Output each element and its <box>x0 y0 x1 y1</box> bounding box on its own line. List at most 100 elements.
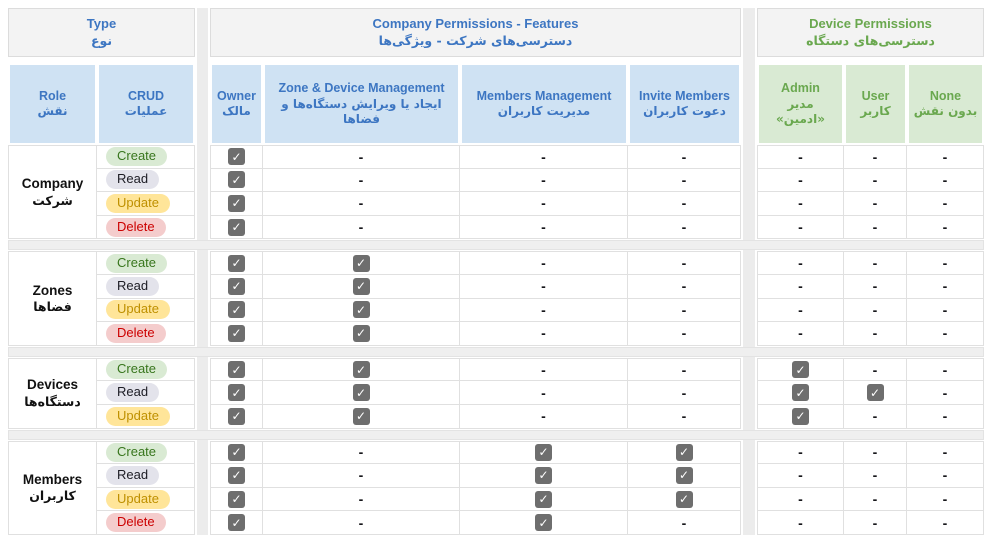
permission-cell-devices-update-none: - <box>907 404 984 429</box>
permission-cell-company-create-user: - <box>844 145 907 169</box>
checkbox-checked-icon[interactable]: ✓ <box>228 514 245 532</box>
checkbox-checked-icon[interactable]: ✓ <box>535 490 552 508</box>
checkbox-checked-icon[interactable]: ✓ <box>792 361 809 379</box>
checkbox-checked-icon[interactable]: ✓ <box>535 443 552 461</box>
col-header-members-fa: مدیریت کاربران <box>497 104 591 119</box>
crud-cell-create: Create <box>97 440 195 465</box>
checkbox-checked-icon[interactable]: ✓ <box>228 301 245 319</box>
dash-empty: - <box>798 325 803 342</box>
row-group-label-en: Zones <box>32 282 73 298</box>
checkbox-checked-icon[interactable]: ✓ <box>228 361 245 379</box>
permission-cell-company-delete-owner: ✓ <box>210 215 263 240</box>
dash-empty: - <box>681 219 687 236</box>
permission-cell-zones-read-admin: - <box>757 274 844 299</box>
checkbox-checked-icon[interactable]: ✓ <box>228 324 245 342</box>
checkbox-checked-icon[interactable]: ✓ <box>228 490 245 508</box>
permission-cell-company-read-members_management: - <box>460 168 628 193</box>
dash-empty: - <box>681 301 687 318</box>
checkbox-checked-icon[interactable]: ✓ <box>228 277 245 295</box>
dash-empty: - <box>942 444 948 461</box>
permission-cell-members-read-user: - <box>844 464 907 488</box>
col-header-user: User کاربر <box>844 63 907 145</box>
section-devices: Devices دستگاه‌ها Create ✓ ✓ - - ✓ - - Read ✓ ✓ - - ✓ ✓ -… <box>8 357 984 429</box>
checkbox-checked-icon[interactable]: ✓ <box>228 148 245 166</box>
separator-cell <box>741 441 757 465</box>
checkbox-checked-icon[interactable]: ✓ <box>352 254 370 272</box>
dash-empty: - <box>681 384 687 401</box>
column-separator-left <box>197 8 208 535</box>
checkbox-checked-icon[interactable]: ✓ <box>228 443 245 461</box>
permission-cell-devices-update-owner: ✓ <box>210 404 263 429</box>
checkbox-checked-icon[interactable]: ✓ <box>352 407 370 425</box>
checkbox-checked-icon[interactable]: ✓ <box>352 324 370 342</box>
permission-cell-company-update-invite_members: - <box>628 192 741 216</box>
checkbox-checked-icon[interactable]: ✓ <box>352 384 370 402</box>
dash-empty: - <box>942 278 948 295</box>
separator-cell <box>741 275 757 299</box>
separator-cell <box>741 251 757 275</box>
permission-cell-zones-delete-members_management: - <box>460 322 628 346</box>
checkbox-checked-icon[interactable]: ✓ <box>228 407 245 425</box>
dash-empty: - <box>872 219 878 236</box>
dash-empty: - <box>872 278 878 295</box>
permission-cell-zones-delete-owner: ✓ <box>210 322 263 346</box>
checkbox-checked-icon[interactable]: ✓ <box>228 254 245 272</box>
permission-cell-devices-create-none: - <box>907 357 984 382</box>
row-group-label-company: Company شرکت <box>8 145 97 240</box>
checkbox-checked-icon[interactable]: ✓ <box>228 218 245 236</box>
dash-empty: - <box>541 255 546 272</box>
permission-cell-members-delete-owner: ✓ <box>210 511 263 535</box>
separator-cell <box>741 405 757 429</box>
permission-cell-company-delete-user: - <box>844 215 907 240</box>
checkbox-checked-icon[interactable]: ✓ <box>675 443 693 461</box>
dash-empty: - <box>541 325 546 342</box>
dash-empty: - <box>681 148 687 165</box>
section-zones: Zones فضاها Create ✓ ✓ - - - - - Read ✓ ✓ - - - - - Update… <box>8 251 984 346</box>
checkbox-checked-icon[interactable]: ✓ <box>228 466 245 484</box>
dash-empty: - <box>541 384 546 401</box>
checkbox-checked-icon[interactable]: ✓ <box>228 194 245 212</box>
permission-cell-members-create-members_management: ✓ <box>460 440 628 465</box>
checkbox-checked-icon[interactable]: ✓ <box>675 490 693 508</box>
col-header-zone-device-management: Zone & Device Management ایجاد یا ویرایش… <box>263 63 460 145</box>
dash-empty: - <box>872 514 878 531</box>
checkbox-checked-icon[interactable]: ✓ <box>792 384 809 402</box>
col-header-crud-fa: عملیات <box>124 104 168 119</box>
dash-empty: - <box>798 255 803 272</box>
permission-cell-devices-update-user: - <box>844 404 907 429</box>
row-group-label-fa: شرکت <box>32 192 73 208</box>
permission-cell-zones-create-user: - <box>844 251 907 275</box>
checkbox-checked-icon[interactable]: ✓ <box>228 171 245 189</box>
separator-cell <box>741 488 757 512</box>
dash-empty: - <box>681 325 687 342</box>
crud-cell-update: Update <box>97 487 195 512</box>
permission-cell-company-update-owner: ✓ <box>210 192 263 216</box>
separator-cell <box>741 358 757 382</box>
permission-cell-company-read-admin: - <box>757 168 844 193</box>
checkbox-checked-icon[interactable]: ✓ <box>352 301 370 319</box>
checkbox-checked-icon[interactable]: ✓ <box>675 466 693 484</box>
crud-cell-update: Update <box>97 298 195 323</box>
dash-empty: - <box>358 171 364 188</box>
separator-cell <box>195 441 210 465</box>
dash-empty: - <box>798 278 803 295</box>
checkbox-checked-icon[interactable]: ✓ <box>866 384 884 402</box>
separator-cell <box>741 216 757 240</box>
section-company: Company شرکت Create ✓ - - - - - - Read ✓ - - - - - - Updat… <box>8 145 984 240</box>
col-header-admin-fa: مدیر «ادمین» <box>776 96 825 126</box>
checkbox-checked-icon[interactable]: ✓ <box>535 466 552 484</box>
col-header-members-en: Members Management <box>476 88 612 103</box>
checkbox-checked-icon[interactable]: ✓ <box>352 277 370 295</box>
checkbox-checked-icon[interactable]: ✓ <box>535 514 552 532</box>
permission-cell-zones-read-none: - <box>907 274 984 299</box>
checkbox-checked-icon[interactable]: ✓ <box>228 384 245 402</box>
dash-empty: - <box>681 255 687 272</box>
permission-cell-company-create-invite_members: - <box>628 145 741 169</box>
checkbox-checked-icon[interactable]: ✓ <box>352 361 370 379</box>
separator-cell <box>741 464 757 488</box>
checkbox-checked-icon[interactable]: ✓ <box>792 407 809 425</box>
separator-cell <box>195 381 210 405</box>
separator-cell <box>741 169 757 193</box>
row-group-label-en: Company <box>21 176 84 192</box>
permission-cell-company-read-invite_members: - <box>628 168 741 193</box>
